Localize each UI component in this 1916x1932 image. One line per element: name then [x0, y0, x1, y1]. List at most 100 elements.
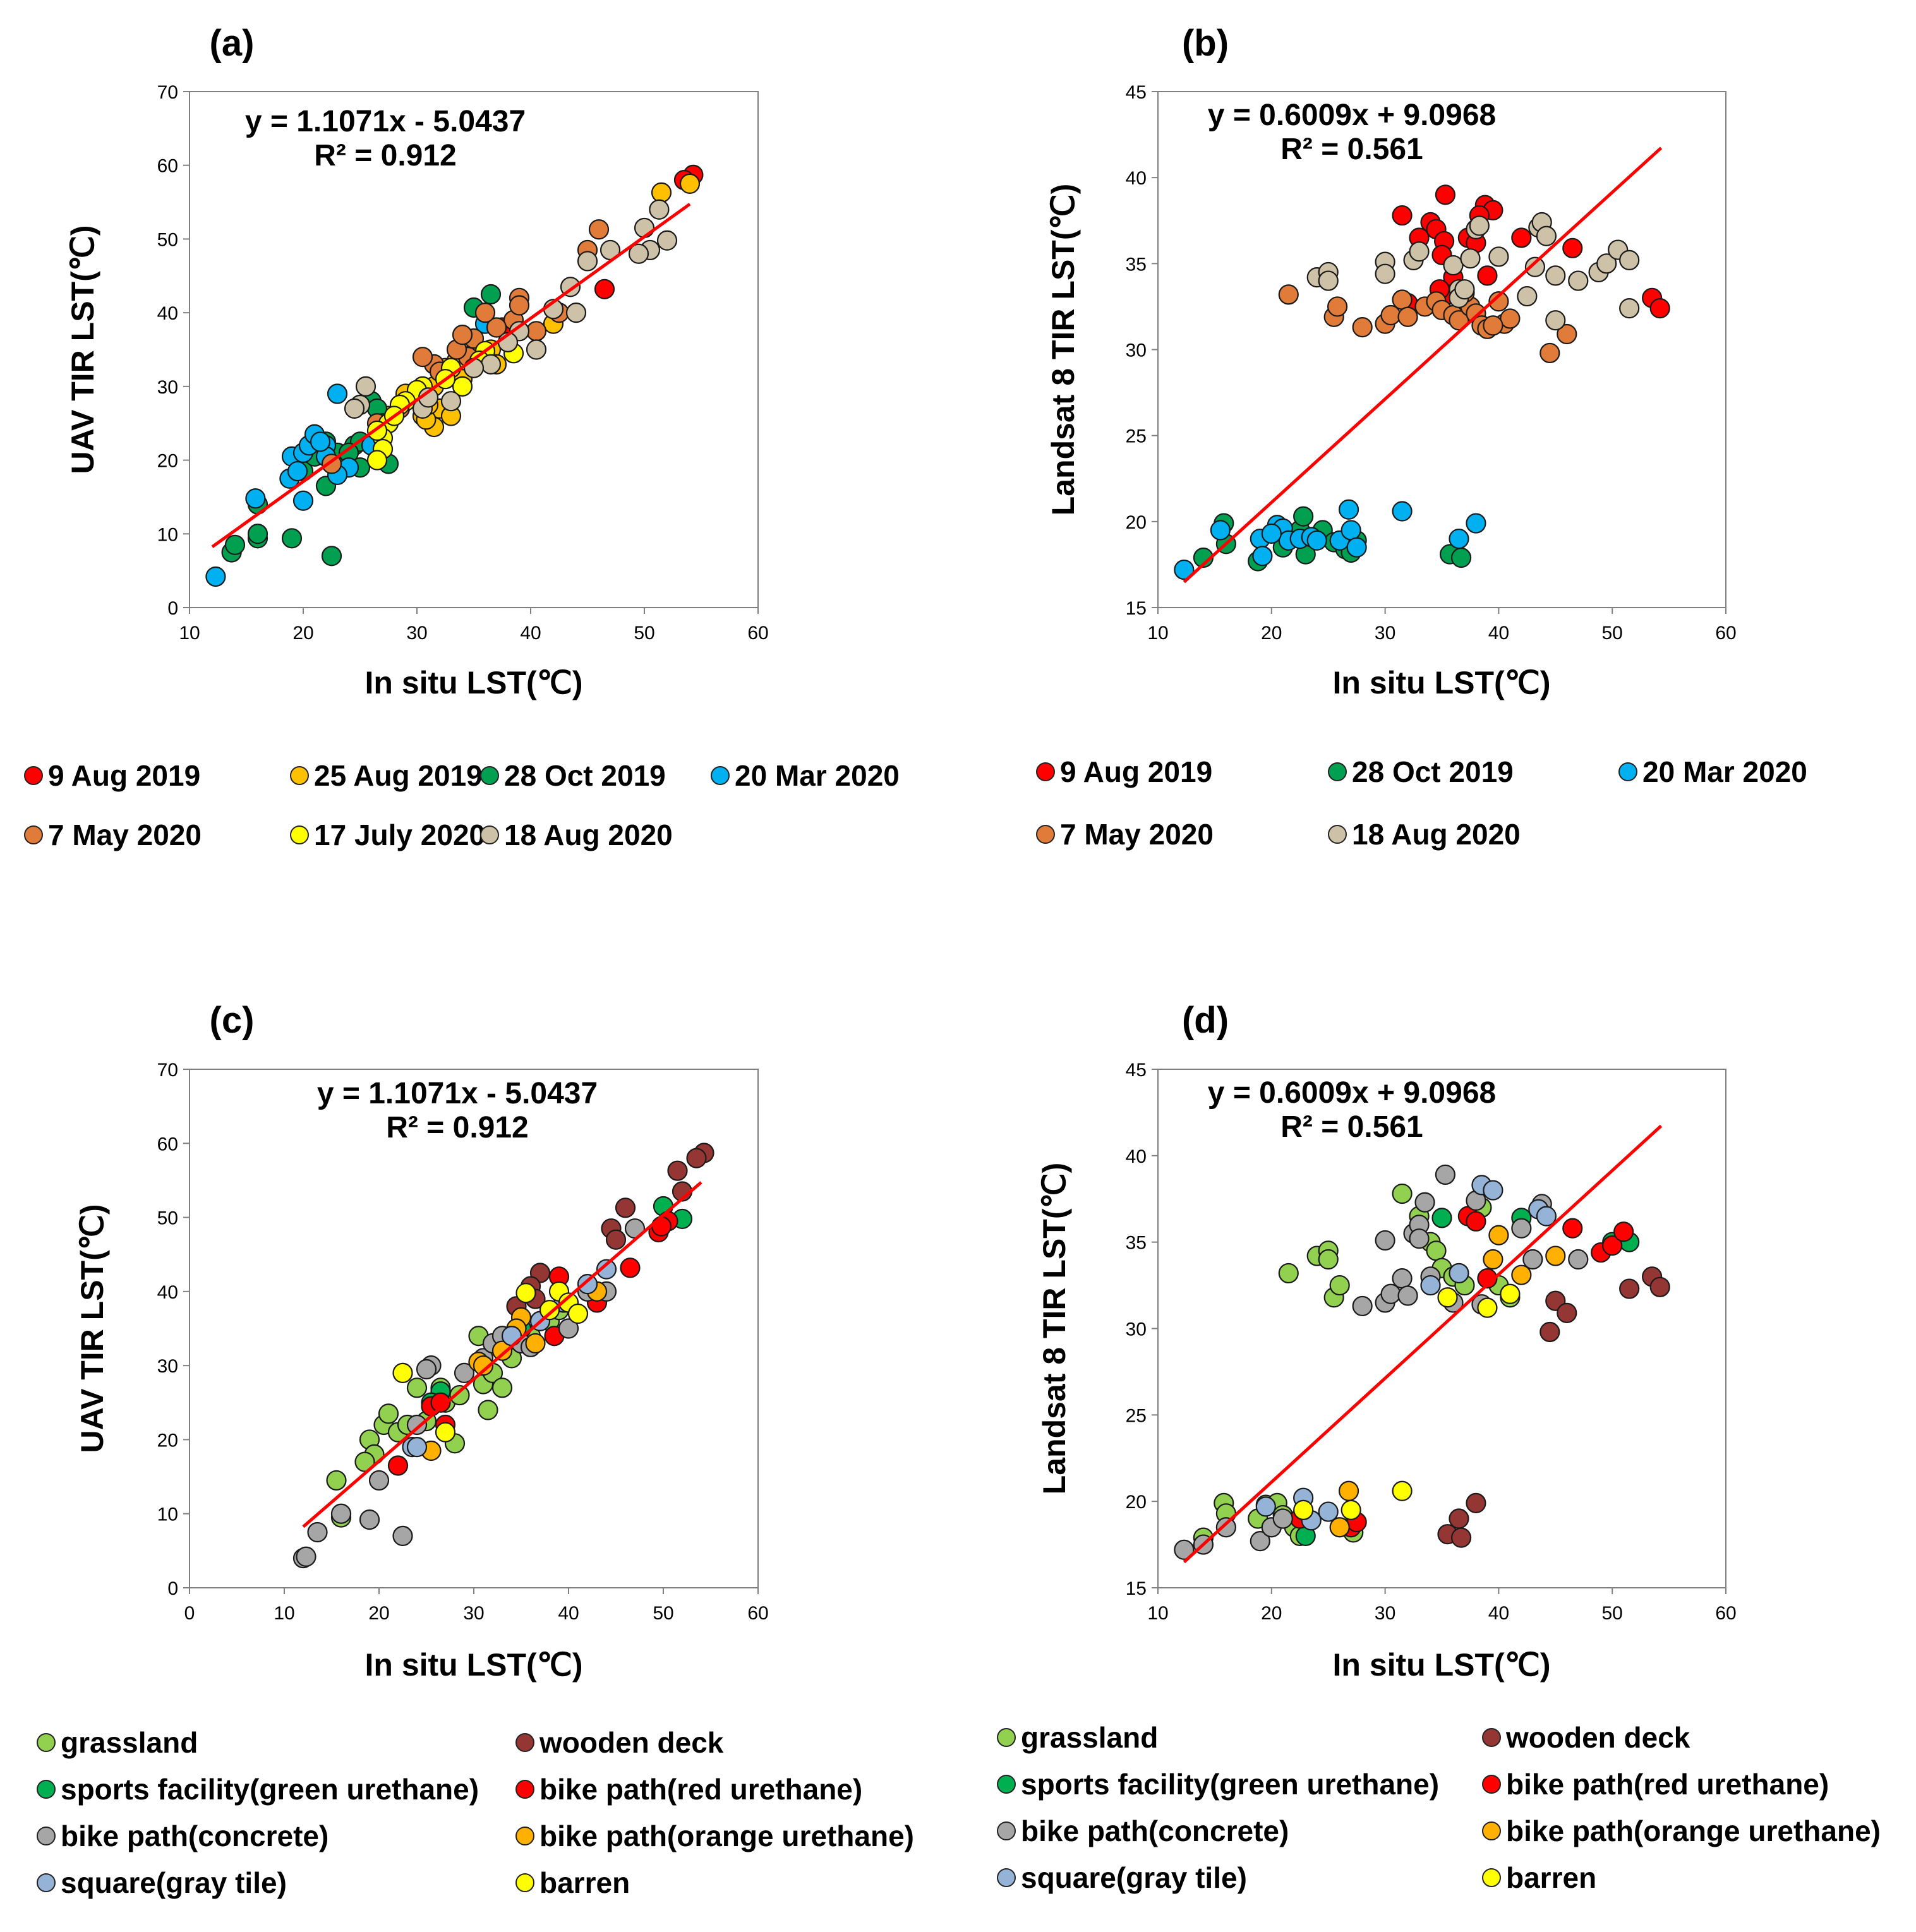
point-grassland [491, 1377, 513, 1398]
point-18-aug-2020 [440, 391, 462, 412]
point-bike-path-concrete [1272, 1508, 1293, 1529]
legend-marker [1328, 762, 1347, 781]
point-wooden-deck [605, 1229, 627, 1250]
point-9-aug-2019 [1511, 227, 1532, 248]
point-20-mar-2020 [1210, 520, 1231, 541]
y-tick-label: 70 [157, 1060, 178, 1081]
y-tick-label: 40 [1126, 1146, 1147, 1167]
panel-label: (a) [210, 23, 255, 64]
point-bike-path-orange-urethane [1329, 1517, 1350, 1538]
y-tick-label: 35 [1126, 254, 1147, 275]
legend-item-18-aug-2020: 18 Aug 2020 [1328, 817, 1521, 851]
point-bike-path-concrete [406, 1414, 428, 1436]
point-grassland [449, 1384, 470, 1406]
point-18-aug-2020 [634, 217, 655, 239]
regression-line [1183, 147, 1663, 584]
legend-item-7-may-2020: 7 May 2020 [1036, 817, 1214, 851]
point-bike-path-concrete [296, 1546, 316, 1567]
legend-label: square(gray tile) [61, 1866, 287, 1899]
x-tick-label: 30 [1375, 1603, 1395, 1624]
point-7-may-2020 [1500, 308, 1521, 329]
point-18-aug-2020 [1318, 270, 1339, 291]
legend-marker [1328, 825, 1347, 844]
legend-label: 18 Aug 2020 [1352, 818, 1521, 851]
legend-item-17-july-2020: 17 July 2020 [290, 818, 485, 852]
legend-item-7-may-2020: 7 May 2020 [24, 818, 202, 852]
point-7-may-2020 [1397, 306, 1418, 327]
legend-label: grassland [1021, 1721, 1159, 1754]
legend-item-bike-path-concrete: bike path(concrete) [997, 1814, 1289, 1848]
x-axis-title: In situ LST(℃) [365, 665, 583, 700]
legend-item-square-gray-tile: square(gray tile) [997, 1861, 1247, 1895]
point-bike-path-concrete [368, 1470, 390, 1491]
legend-marker [37, 1827, 56, 1845]
point-bike-path-concrete [1522, 1249, 1543, 1270]
point-25-aug-2019 [679, 173, 701, 194]
point-18-aug-2020 [1524, 256, 1546, 277]
point-20-mar-2020 [205, 566, 226, 587]
legend-label: sports facility(green urethane) [1021, 1768, 1440, 1801]
x-axis-title: In situ LST(℃) [365, 1647, 583, 1683]
regression-equation: y = 0.6009x + 9.0968 [1208, 1076, 1496, 1110]
legend-item-bike-path-orange-urethane: bike path(orange urethane) [1482, 1814, 1881, 1848]
legend-item-9-aug-2019: 9 Aug 2019 [24, 759, 200, 793]
y-axis-title: UAV TIR LST(℃) [65, 225, 100, 474]
legend-label: 25 Aug 2019 [314, 759, 483, 792]
legend-item-grassland: grassland [997, 1720, 1158, 1755]
legend-item-square-gray-tile: square(gray tile) [37, 1866, 287, 1900]
y-tick-label: 40 [157, 303, 178, 324]
y-tick-label: 25 [1126, 426, 1147, 447]
legend-item-20-mar-2020: 20 Mar 2020 [711, 759, 900, 793]
point-7-may-2020 [412, 347, 433, 368]
point-barren [1392, 1480, 1413, 1501]
legend-label: 17 July 2020 [314, 819, 486, 851]
point-17-july-2020 [452, 376, 473, 397]
point-18-aug-2020 [656, 230, 678, 251]
point-barren [1500, 1283, 1521, 1304]
point-grassland [1278, 1263, 1299, 1284]
legend-label: 20 Mar 2020 [735, 759, 900, 792]
point-bike-path-orange-urethane [1483, 1249, 1503, 1270]
point-sports-facility-green-urethane [1431, 1208, 1452, 1228]
point-bike-path-orange-urethane [1338, 1480, 1359, 1501]
point-18-aug-2020 [1536, 225, 1557, 246]
panel-label: (d) [1182, 1000, 1229, 1041]
legend-item-28-oct-2019: 28 Oct 2019 [1328, 755, 1514, 789]
point-bike-path-orange-urethane [1511, 1264, 1532, 1285]
legend-item-bike-path-concrete: bike path(concrete) [37, 1819, 328, 1853]
panel-c: 0 10 20 30 40 50 60 0 10 20 30 40 50 60 70 (c) y = 1.107… [75, 1000, 769, 1683]
legend-label: 28 Oct 2019 [1352, 755, 1514, 788]
point-bike-path-concrete [454, 1362, 475, 1383]
x-tick-label: 10 [179, 623, 200, 644]
point-18-aug-2020 [628, 243, 649, 264]
y-tick-label: 50 [157, 1208, 178, 1229]
point-7-may-2020 [1278, 284, 1299, 305]
point-20-mar-2020 [1306, 530, 1327, 551]
point-wooden-deck [615, 1197, 636, 1218]
y-tick-label: 30 [1126, 340, 1147, 361]
point-bike-path-red-urethane [430, 1392, 451, 1413]
y-tick-label: 30 [157, 1356, 178, 1377]
point-9-aug-2019 [1477, 265, 1498, 286]
point-bike-path-red-urethane [651, 1216, 672, 1237]
y-tick-label: 25 [1126, 1405, 1147, 1426]
point-7-may-2020 [1392, 289, 1413, 310]
point-18-aug-2020 [1568, 270, 1589, 291]
legend-item-25-aug-2019: 25 Aug 2019 [290, 759, 483, 793]
point-18-aug-2020 [480, 354, 502, 375]
point-bike-path-red-urethane [620, 1257, 641, 1278]
legend-item-bike-path-red-urethane: bike path(red urethane) [515, 1772, 862, 1806]
legend-marker [1036, 762, 1055, 781]
point-18-aug-2020 [565, 303, 587, 323]
legend-marker [515, 1733, 534, 1752]
point-wooden-deck [1450, 1527, 1472, 1548]
regression-line [1183, 1124, 1663, 1564]
point-18-aug-2020 [1443, 255, 1464, 276]
point-18-aug-2020 [1545, 310, 1566, 331]
point-bike-path-orange-urethane [491, 1340, 513, 1361]
point-bike-path-red-urethane [1613, 1221, 1634, 1242]
point-18-aug-2020 [577, 251, 598, 272]
point-bike-path-concrete [359, 1509, 380, 1530]
y-tick-label: 20 [1126, 1492, 1147, 1513]
legend-label: 28 Oct 2019 [504, 759, 666, 792]
